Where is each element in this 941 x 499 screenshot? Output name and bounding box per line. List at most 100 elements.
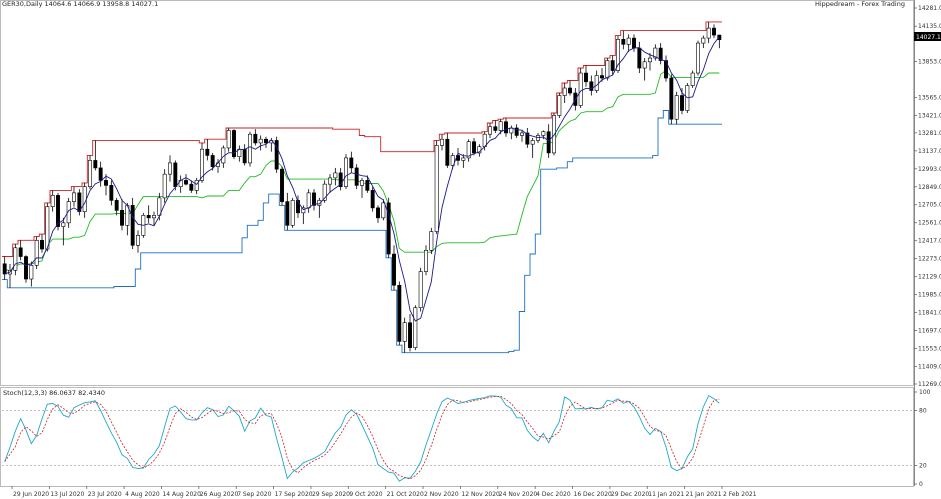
candle [306, 189, 311, 213]
candle-body [541, 131, 546, 136]
candle [104, 174, 108, 196]
candle-body [173, 162, 178, 187]
candle-body [429, 231, 434, 251]
candle [338, 167, 343, 191]
candle-body [450, 155, 455, 166]
middle-channel-line [4, 69, 720, 273]
stoch-tick-label: 0 [919, 481, 923, 488]
candle-body [306, 192, 311, 209]
candle-body [706, 27, 711, 39]
candle [712, 24, 716, 39]
date-tick-label: 2 Feb 2021 [723, 491, 757, 498]
candle [520, 130, 524, 142]
candle [344, 154, 348, 190]
candle [168, 155, 172, 182]
candle-body [488, 126, 492, 135]
candle [232, 129, 236, 160]
candle-body [466, 141, 471, 159]
candle [717, 34, 722, 49]
candle-body [392, 253, 396, 286]
candle [333, 167, 338, 186]
price-tick-label: 11697.0 [918, 328, 941, 335]
candle-body [280, 168, 284, 202]
candle [637, 41, 642, 74]
candle-body [29, 264, 34, 280]
date-tick-label: 21 Jan 2021 [686, 491, 722, 498]
candle-body [232, 130, 236, 157]
candle-body [557, 95, 562, 116]
price-tick-label: 12273.0 [918, 256, 941, 263]
candle [152, 211, 156, 226]
candle-body [434, 145, 439, 232]
candle-body [258, 138, 263, 144]
candle [322, 180, 327, 203]
candle-body [461, 157, 466, 161]
candle-body [242, 148, 247, 164]
candle-body [365, 180, 370, 191]
candle-body [504, 121, 508, 134]
candle-body [301, 207, 306, 214]
chart-header: GER30,Daily 14064.6 14066.9 13958.8 1402… [2, 0, 158, 8]
candle [594, 70, 599, 94]
candle-body [674, 95, 679, 120]
ma-line [4, 36, 720, 322]
candle [200, 142, 204, 183]
candle-body [120, 210, 124, 226]
candle [50, 190, 55, 212]
candle-body [354, 167, 359, 186]
candle-body [552, 115, 556, 154]
candle-body [194, 180, 199, 191]
candle-body [418, 271, 423, 309]
candle [360, 177, 364, 198]
date-tick-label: 29 Sep 2020 [312, 491, 350, 498]
candle [504, 117, 508, 137]
candle [669, 74, 674, 125]
candle [72, 186, 76, 207]
date-tick-label: 14 Aug 2020 [162, 491, 201, 498]
candle-body [61, 222, 66, 227]
price-tick-label: 14281.0 [918, 5, 941, 12]
candle-body [514, 127, 519, 136]
candle-body [93, 160, 98, 169]
candle [253, 129, 258, 146]
price-tick-label: 12849.0 [918, 184, 941, 191]
candle [632, 34, 636, 52]
candle [13, 244, 18, 276]
candle [413, 305, 418, 351]
candle [194, 177, 199, 195]
candle-body [274, 140, 279, 170]
candle-body [98, 167, 103, 181]
candle [418, 267, 423, 312]
candle [98, 161, 103, 187]
candle-body [50, 195, 55, 207]
candle-body [72, 192, 76, 202]
candle [562, 83, 567, 103]
candle-body [210, 155, 215, 167]
candle [312, 189, 316, 211]
candle-body [349, 157, 354, 169]
date-tick-label: 4 Aug 2020 [125, 491, 160, 498]
candle-body [408, 322, 412, 348]
date-tick-label: 17 Sep 2020 [275, 491, 313, 498]
candle [120, 199, 124, 231]
stoch-label: Stoch(12,3,3) 86.0637 82.4340 [3, 389, 105, 397]
candle-body [88, 160, 92, 187]
candle [349, 151, 354, 173]
candle-body [381, 202, 386, 219]
candle-body [248, 133, 252, 164]
stoch-main-line [4, 394, 720, 482]
candles [2, 21, 722, 353]
candle-body [2, 263, 7, 275]
candle [642, 58, 647, 81]
price-tick-label: 11841.0 [918, 310, 941, 317]
candle-body [34, 240, 39, 266]
candle-body [253, 133, 258, 144]
price-tick-label: 13421.0 [918, 112, 941, 119]
candle-body [109, 185, 114, 201]
stochastic-oscillator [4, 394, 720, 482]
candle [248, 131, 252, 167]
upper-channel-line [2, 21, 722, 257]
candle-body [24, 256, 28, 280]
candle-body [205, 148, 210, 156]
